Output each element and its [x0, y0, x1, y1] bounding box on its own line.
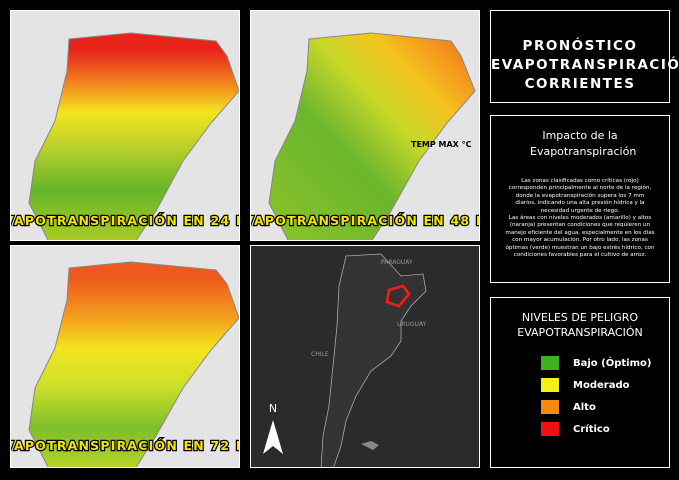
- legend-swatch: [541, 378, 559, 392]
- map-label: EVAPOTRANSPIRACIÓN EN 24 HS: [11, 213, 240, 228]
- province: [28, 261, 239, 467]
- province: [268, 32, 476, 240]
- impact-title: Impacto de la Evapotranspiración: [530, 129, 637, 158]
- legend-swatch: [541, 356, 559, 370]
- map: EVAPOTRANSPIRACIÓN EN 72 HS: [11, 261, 240, 467]
- impact-paragraph: Las áreas con niveles moderados (amarill…: [505, 215, 655, 259]
- legend-item: Alto: [541, 400, 596, 414]
- islands: [361, 441, 379, 450]
- legend-label: Alto: [573, 401, 596, 413]
- legend-label: Crítico: [573, 423, 610, 435]
- map-panel: TEMP MAX °C EVAPOTRANSPIRACIÓN EN 48 HS: [250, 10, 480, 241]
- map: EVAPOTRANSPIRACIÓN EN 24 HS: [11, 32, 240, 240]
- legend-box: NIVELES DE PELIGRO EVAPOTRANSPIRACIÓN Ba…: [490, 297, 670, 468]
- place-label: URUGUAY: [397, 321, 427, 328]
- corrientes-outline: [385, 284, 411, 308]
- annotation: TEMP MAX °C: [411, 140, 472, 149]
- title-line: EVAPOTRANSPIRACIÓN: [491, 57, 679, 73]
- map-panel: EVAPOTRANSPIRACIÓN EN 72 HS: [10, 245, 240, 468]
- place-label: CHILE: [311, 351, 329, 358]
- place-label: PARAGUAY: [381, 259, 413, 266]
- legend-title: NIVELES DE PELIGRO EVAPOTRANSPIRACIÓN: [517, 311, 643, 339]
- title-box: PRONÓSTICO EVAPOTRANSPIRACIÓN CORRIENTES: [490, 10, 679, 103]
- legend-label: Bajo (Óptimo): [573, 357, 652, 369]
- north-label: N: [269, 402, 277, 415]
- map-panel: EVAPOTRANSPIRACIÓN EN 24 HS: [10, 10, 240, 241]
- title-line: CORRIENTES: [524, 76, 636, 92]
- legend-swatch: [541, 400, 559, 414]
- title-line: PRONÓSTICO: [522, 38, 638, 54]
- map-label: EVAPOTRANSPIRACIÓN EN 72 HS: [11, 438, 240, 453]
- impact-paragraph: Las zonas clasificadas como críticas (ro…: [508, 178, 652, 214]
- map: TEMP MAX °C EVAPOTRANSPIRACIÓN EN 48 HS: [251, 32, 480, 240]
- locator-panel: PARAGUAY CHILE URUGUAY N: [250, 245, 480, 468]
- locator-map: PARAGUAY CHILE URUGUAY N: [263, 253, 427, 467]
- legend-label: Moderado: [573, 379, 630, 391]
- province: [28, 32, 239, 240]
- legend-item: Moderado: [541, 378, 629, 392]
- legend-swatch: [541, 422, 559, 436]
- north-arrow: [263, 420, 283, 454]
- country-outline: [320, 253, 427, 467]
- map-label: EVAPOTRANSPIRACIÓN EN 48 HS: [251, 213, 480, 228]
- legend-item: Bajo (Óptimo): [541, 356, 651, 370]
- impact-box: Impacto de la Evapotranspiración Las zon…: [490, 115, 670, 283]
- legend-item: Crítico: [541, 422, 610, 436]
